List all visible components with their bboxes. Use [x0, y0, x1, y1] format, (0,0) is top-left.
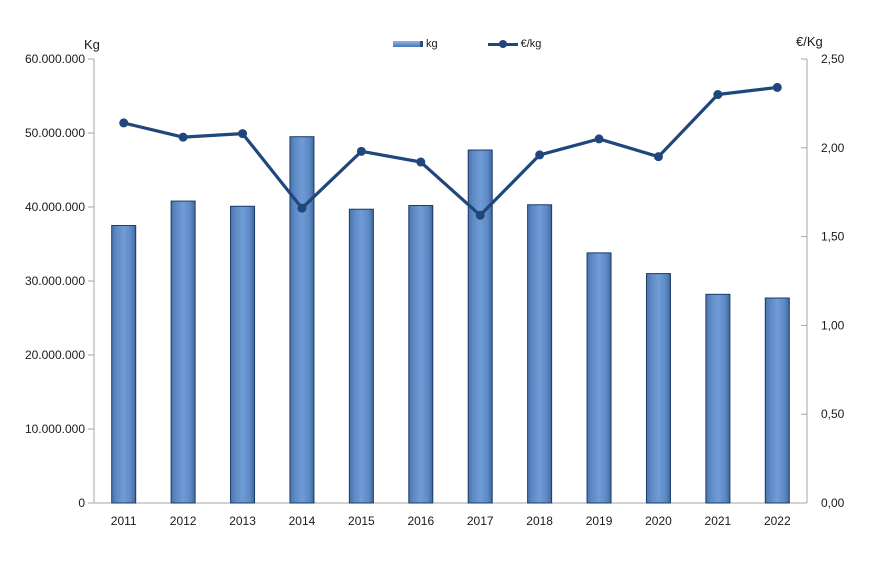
x-label-2017: 2017 [467, 514, 494, 528]
left-tick-label: 0 [78, 496, 85, 510]
left-tick-label: 10.000.000 [25, 422, 85, 436]
x-label-2019: 2019 [586, 514, 613, 528]
x-label-2020: 2020 [645, 514, 672, 528]
left-tick-label: 40.000.000 [25, 200, 85, 214]
marker-2019 [594, 134, 604, 144]
x-label-2016: 2016 [407, 514, 434, 528]
bar-series-swatch-icon [393, 41, 423, 47]
legend-eur-kg-label: €/kg [520, 38, 542, 50]
marker-2017 [475, 210, 485, 220]
right-tick-label: 2,00 [821, 141, 845, 155]
bar-2020 [645, 273, 671, 504]
bars-group [111, 136, 790, 504]
marker-2013 [238, 129, 248, 139]
left-tick-label: 50.000.000 [25, 126, 85, 140]
right-tick-label: 0,50 [821, 407, 845, 421]
x-label-2013: 2013 [229, 514, 256, 528]
right-axis-ticks: 0,00 0,50 1,00 1,50 2,00 2,50 [801, 52, 845, 510]
bar-2016 [408, 205, 434, 504]
x-label-2014: 2014 [289, 514, 316, 528]
right-axis-title: €/Kg [796, 34, 823, 49]
marker-2015 [356, 146, 366, 156]
bar-2018 [527, 204, 553, 504]
x-axis-labels: 2011 2012 2013 2014 2015 2016 2017 2018 2019 2020… [111, 514, 791, 528]
bar-2022 [764, 297, 790, 504]
eur-kg-line [122, 85, 779, 217]
x-label-2021: 2021 [705, 514, 732, 528]
marker-2021 [713, 90, 723, 100]
x-label-2015: 2015 [348, 514, 375, 528]
axes [93, 59, 808, 504]
bar-2015 [348, 208, 374, 504]
marker-2016 [416, 157, 426, 167]
marker-2012 [178, 132, 188, 142]
bar-2012 [170, 200, 196, 504]
marker-2011 [119, 118, 129, 128]
left-tick-label: 20.000.000 [25, 348, 85, 362]
marker-2020 [653, 152, 663, 162]
bar-2013 [230, 205, 256, 504]
x-label-2012: 2012 [170, 514, 197, 528]
left-axis-title: Kg [84, 37, 100, 52]
legend-item-kg: kg [393, 38, 438, 50]
line-series-swatch-icon [487, 40, 518, 48]
left-tick-label: 30.000.000 [25, 274, 85, 288]
bar-2021 [705, 293, 731, 504]
marker-2022 [772, 82, 782, 92]
right-tick-label: 1,00 [821, 318, 845, 332]
legend: kg €/kg [393, 38, 541, 50]
left-tick-label: 60.000.000 [25, 52, 85, 66]
legend-item-eur-kg: €/kg [487, 38, 542, 50]
bar-2019 [586, 252, 612, 504]
left-axis-ticks: 0 10.000.000 20.000.000 30.000.000 40.000.00… [25, 52, 94, 510]
right-tick-label: 0,00 [821, 496, 845, 510]
x-label-2011: 2011 [111, 514, 137, 528]
x-label-2018: 2018 [526, 514, 553, 528]
right-tick-label: 2,50 [821, 52, 845, 66]
legend-kg-label: kg [426, 38, 438, 50]
bar-2014 [289, 136, 315, 504]
right-tick-label: 1,50 [821, 230, 845, 244]
marker-2014 [297, 203, 307, 213]
bar-2017 [467, 149, 493, 504]
line-group [119, 82, 782, 220]
x-label-2022: 2022 [764, 514, 791, 528]
bar-2011 [111, 225, 137, 504]
marker-2018 [535, 150, 545, 160]
